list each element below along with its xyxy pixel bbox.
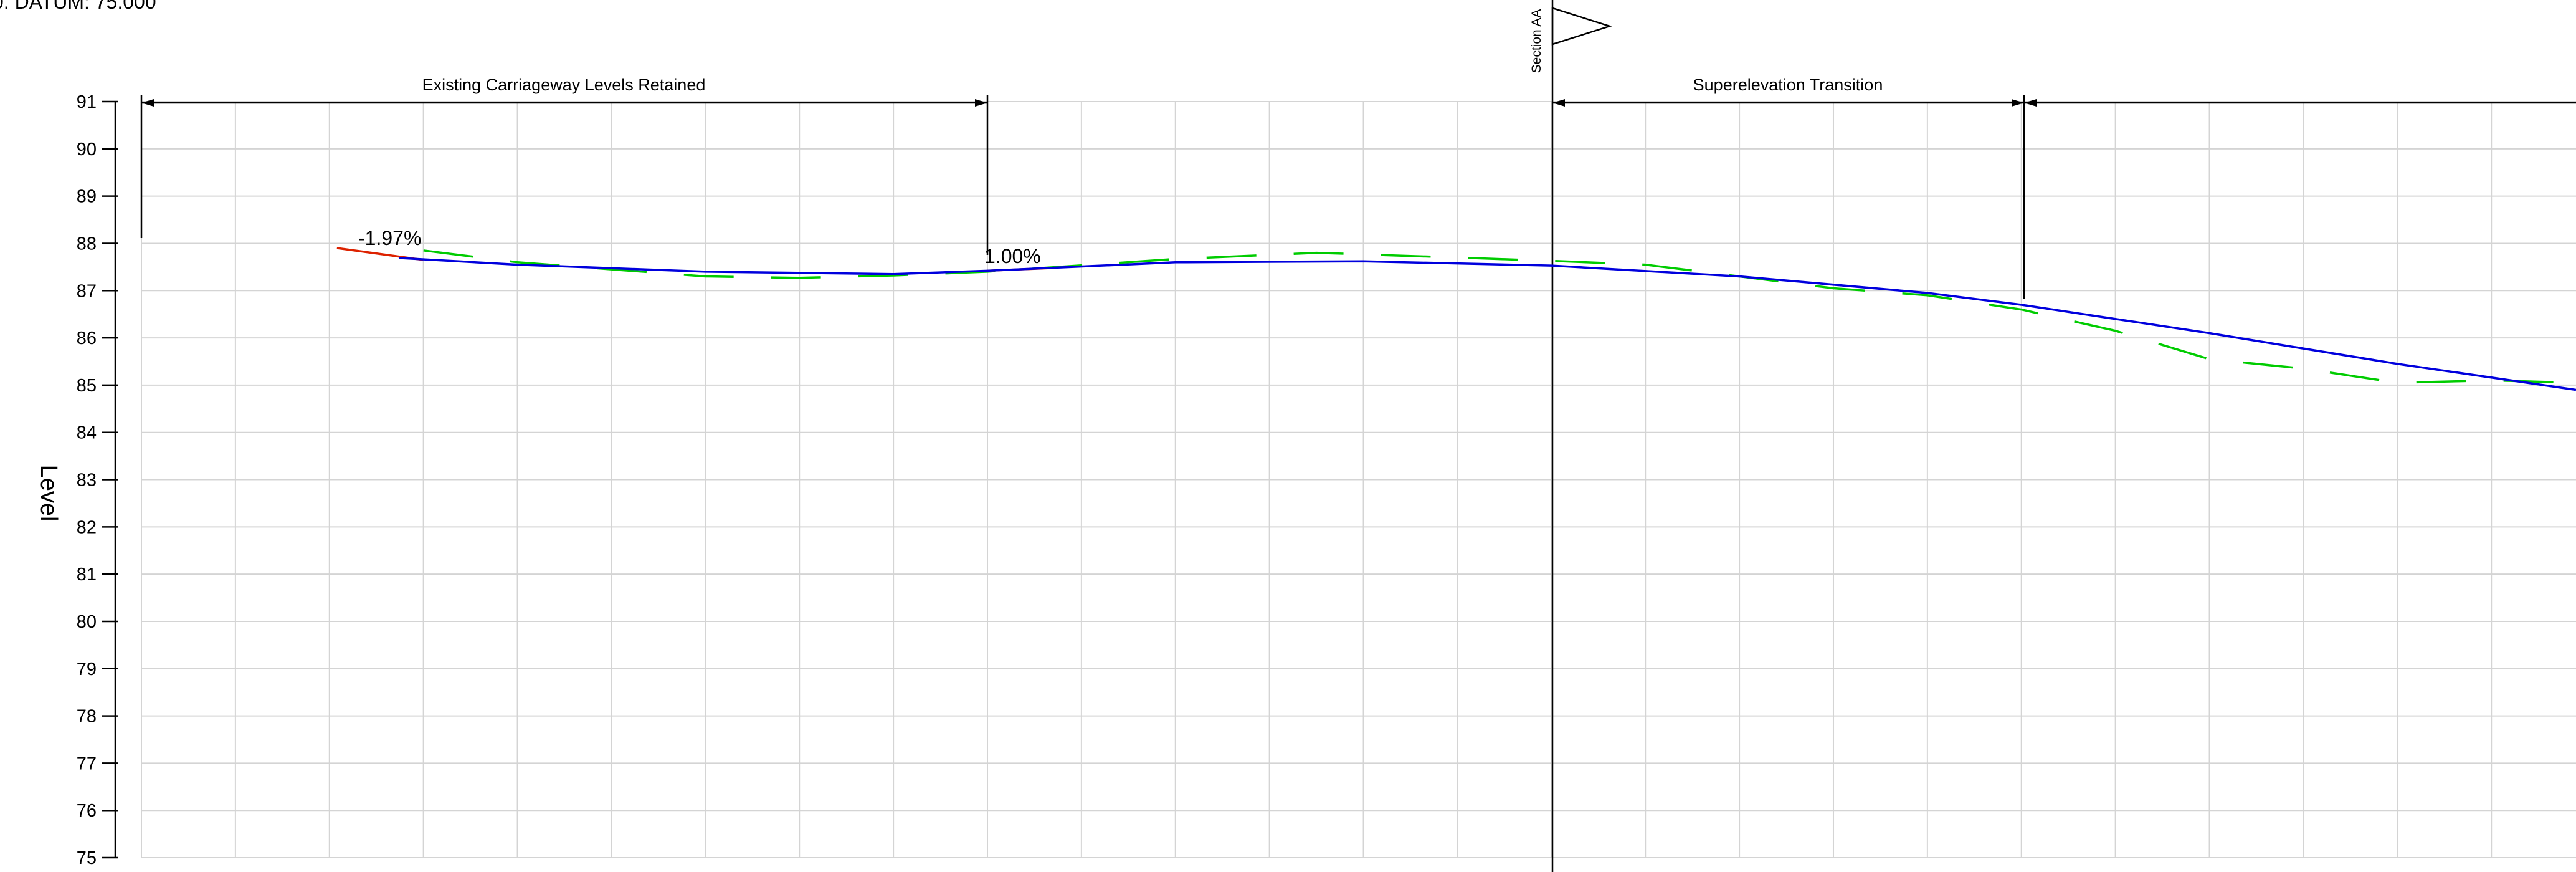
retained-label: Existing Carriageway Levels Retained [422, 75, 706, 94]
y-tick-label: 90 [77, 140, 97, 160]
section-label: Section AA [1529, 9, 1544, 74]
series-line [399, 257, 2576, 391]
arrow [2012, 99, 2024, 107]
arrow [975, 99, 987, 107]
y-tick-label: 82 [77, 517, 97, 537]
y-tick-label: 77 [77, 754, 97, 774]
y-tick-label: 87 [77, 281, 97, 301]
arrowheads [141, 99, 2037, 107]
y-tick-label: 85 [77, 376, 97, 396]
y-tick-label: 83 [77, 471, 97, 491]
series-lines [336, 247, 2576, 391]
y-tick-label: 84 [77, 423, 97, 443]
dimension-lines [140, 0, 2576, 872]
section-flag [1551, 7, 1613, 46]
arrow [2024, 99, 2037, 107]
y-tick-label: 76 [77, 801, 97, 821]
arrow [1552, 99, 1565, 107]
y-axis-label: Level [36, 465, 62, 522]
y-tick-label: 79 [77, 659, 97, 679]
y-tick-label: 88 [77, 234, 97, 254]
y-tick-label: 80 [77, 612, 97, 632]
datum-label: 0. DATUM: 75.000 [0, 0, 156, 13]
series-line [423, 249, 2576, 384]
y-tick-label: 89 [77, 187, 97, 207]
y-tick-label: 81 [77, 565, 97, 585]
arrow [141, 99, 154, 107]
grid: 75 76 77 78 79 80 81 82 83 84 85 86 87 88 89 90 91 [77, 92, 2576, 868]
y-tick-label: 91 [77, 92, 97, 112]
grade-label: -1.97% [358, 227, 421, 249]
grade-label: 1.00% [984, 245, 1041, 267]
y-tick-label: 78 [77, 707, 97, 727]
y-tick-label: 75 [77, 848, 97, 868]
superelevation-label: Superelevation Transition [1693, 75, 1883, 94]
y-tick-label: 86 [77, 328, 97, 348]
